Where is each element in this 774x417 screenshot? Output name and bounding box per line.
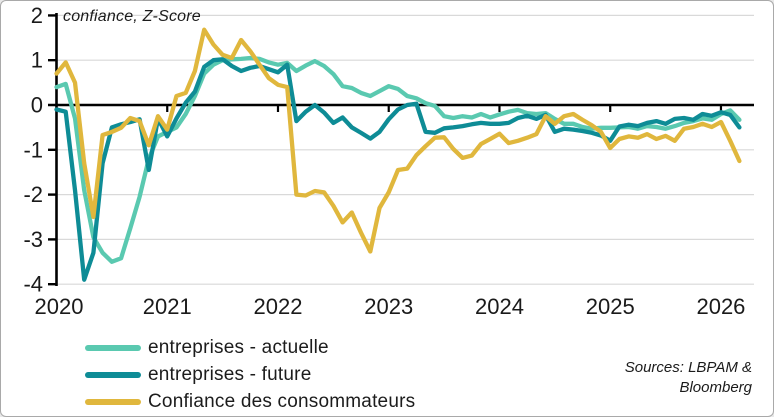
y-tick-label: -1 <box>23 137 43 162</box>
chart-title: confiance, Z-Score <box>63 8 201 25</box>
y-tick-label: 0 <box>31 93 43 118</box>
legend-label-future: entreprises - future <box>148 363 312 385</box>
legend-marker-actuelle <box>85 344 141 351</box>
legend-item-consommateurs: Confiance des consommateurs <box>85 388 415 415</box>
legend-marker-future <box>85 371 141 378</box>
x-tick-label: 2025 <box>586 294 635 319</box>
legend-item-entreprises-actuelle: entreprises - actuelle <box>85 334 415 361</box>
legend-item-entreprises-future: entreprises - future <box>85 361 415 388</box>
legend-marker-consommateurs <box>85 398 141 405</box>
sources-line-2: Bloomberg <box>679 378 752 396</box>
legend-label-consommateurs: Confiance des consommateurs <box>148 390 416 412</box>
sources-line-1: Sources: LBPAM & <box>624 359 752 376</box>
legend: entreprises - actuelle entreprises - fut… <box>85 334 415 415</box>
series-line-0 <box>54 55 742 264</box>
x-tick-label: 2022 <box>254 294 303 319</box>
sources-note: Sources: LBPAM & Bloomberg <box>625 358 752 397</box>
y-tick-label: -3 <box>23 227 43 252</box>
x-tick-label: 2020 <box>35 294 84 319</box>
y-tick-label: -4 <box>23 272 43 297</box>
y-tick-label: 1 <box>31 48 43 73</box>
y-tick-label: -2 <box>23 182 43 207</box>
x-tick-label: 2024 <box>475 294 524 319</box>
series-line-2 <box>54 27 742 254</box>
x-tick-label: 2021 <box>143 294 192 319</box>
x-tick-label: 2023 <box>364 294 413 319</box>
x-tick-label: 2026 <box>696 294 745 319</box>
series-line-1 <box>54 57 742 282</box>
legend-label-actuelle: entreprises - actuelle <box>148 336 329 358</box>
y-tick-label: 2 <box>31 3 43 28</box>
